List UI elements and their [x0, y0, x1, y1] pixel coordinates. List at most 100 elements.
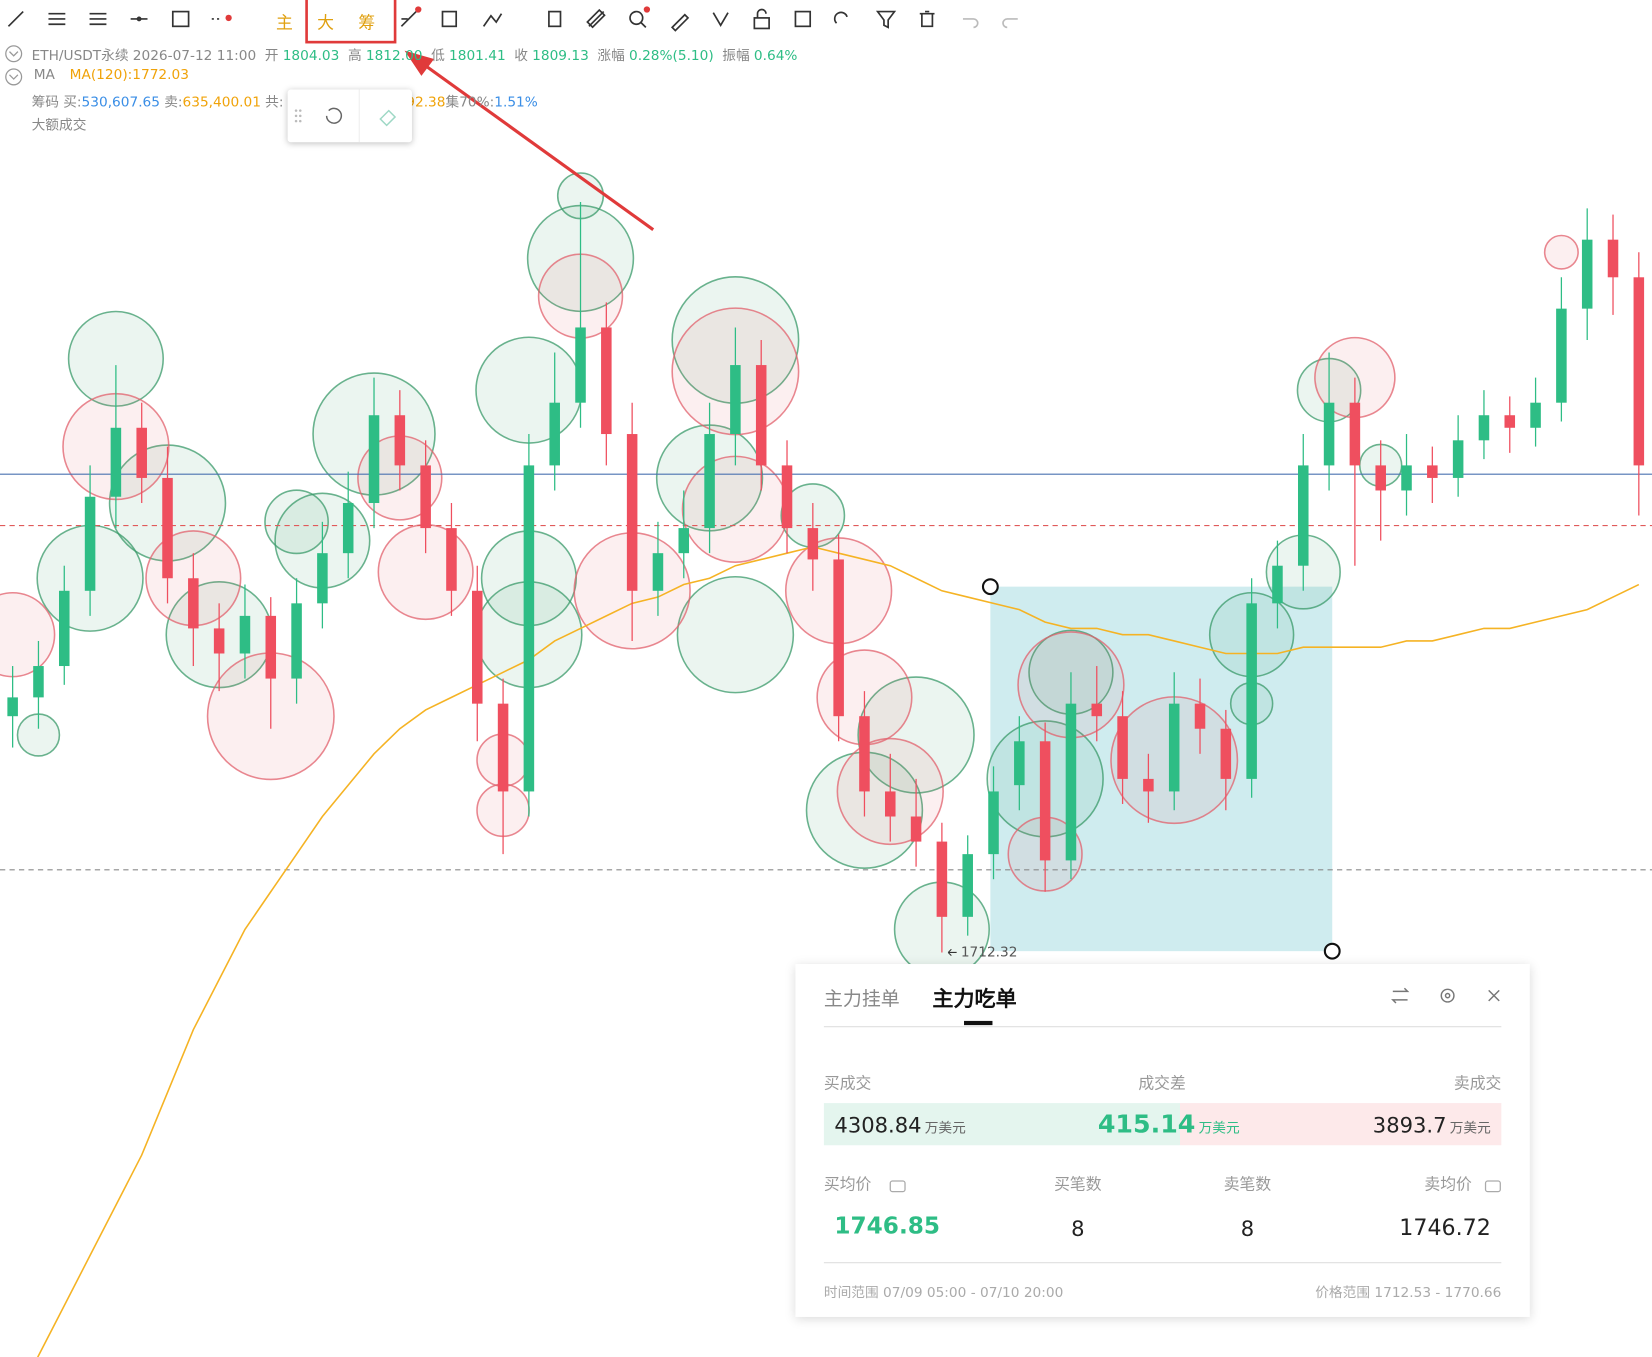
unit: 万美元 [1198, 1120, 1240, 1137]
candle-body [394, 415, 406, 466]
candle-body [678, 528, 690, 554]
toolbar-main[interactable]: 主 [276, 12, 293, 33]
value: 1.51% [494, 94, 538, 111]
trade-bubble [1543, 234, 1579, 270]
label: 卖均价 [1424, 1174, 1472, 1194]
candle-body [188, 578, 199, 629]
value: 4308.84 [834, 1112, 922, 1138]
candle-body [291, 603, 302, 679]
label: 价格范围 [1315, 1285, 1371, 1302]
trade-bubble [676, 575, 795, 694]
value: 1809.13 [532, 48, 589, 65]
trade-bubble [681, 455, 790, 563]
buy-value: 4308.84 万美元 [834, 1113, 965, 1138]
label: 振幅 [722, 48, 750, 65]
label: 低 [431, 48, 445, 65]
candle-body [1246, 603, 1257, 779]
time-range: 时间范围 07/09 05:00 - 07/10 20:00 [824, 1281, 1063, 1301]
candle-body [781, 465, 793, 529]
candle-body [575, 327, 586, 403]
candle-body [420, 465, 431, 529]
toolbar-big[interactable]: 大 [317, 12, 334, 33]
label: 时间范围 [823, 1285, 879, 1302]
main-trades-panel: 主力挂单 主力吃单 买成交 成交差 卖成交 4308.84 万美元 415.14 万… [795, 964, 1530, 1317]
ma-line [36, 546, 1640, 1357]
label: 筹码 [31, 94, 60, 111]
toolbar-chips[interactable]: 筹 [358, 12, 376, 33]
avg-buy: 1746.85 [834, 1213, 940, 1241]
chips-line: 筹码 买:530,607.65 卖:635,400.01 共: [32, 91, 284, 111]
value: 1801.41 [449, 48, 506, 65]
candle-body [1530, 402, 1541, 428]
candle-body [110, 427, 122, 497]
label: 开 [264, 48, 279, 65]
low-arrow [947, 948, 957, 956]
candle-body [471, 590, 483, 704]
collapse-icons [5, 45, 23, 86]
label: 卖: [164, 94, 183, 111]
candle-body [1375, 465, 1386, 491]
sell-value: 3893.7 万美元 [1373, 1113, 1491, 1138]
value: 1812.00 [365, 48, 423, 65]
candle-body [317, 553, 328, 604]
toolbar: 主 大 筹 [0, 0, 1652, 40]
candle-body [1014, 741, 1025, 786]
low-label: 1712.32 [961, 945, 1018, 961]
candle-body [1143, 778, 1154, 792]
divider [823, 1026, 1502, 1028]
candle-body [1065, 703, 1077, 861]
candle-body [213, 628, 225, 654]
sell-bar [1179, 1103, 1502, 1146]
candle-body [936, 841, 948, 917]
panel-icons[interactable] [1385, 980, 1511, 1012]
candle-body [859, 716, 870, 792]
candle-body [962, 854, 973, 917]
popup-icons [294, 89, 397, 143]
big-trades-line: 大额成交 [32, 114, 91, 134]
label: 买均价 [823, 1174, 872, 1194]
tag-icons [889, 1180, 1501, 1193]
candle-body [601, 327, 612, 435]
candle-body [1401, 465, 1412, 491]
candle-body [1478, 415, 1490, 441]
candle-body [7, 697, 18, 717]
candle-body [807, 528, 819, 560]
candle-body [652, 553, 664, 591]
ma-label: MA [33, 67, 55, 84]
label: 高 [347, 48, 362, 65]
buy-bar [823, 1103, 1180, 1146]
avg-sell: 1746.72 [1399, 1214, 1491, 1241]
candle-body [33, 666, 44, 698]
candle-body [755, 365, 767, 466]
candle-body [730, 365, 741, 435]
candle-body [446, 528, 457, 591]
candle-body [884, 791, 896, 817]
tab-active[interactable]: 主力吃单 [932, 986, 1017, 1012]
candle-body [1272, 565, 1283, 604]
value: 1804.03 [282, 48, 340, 65]
trade-bubble [264, 489, 329, 555]
divider [823, 1262, 1502, 1264]
value: 0.64% [753, 48, 798, 65]
label: 共: [265, 94, 284, 111]
price-range: 价格范围 1712.53 - 1770.66 [1315, 1281, 1501, 1301]
value: 0.28%(5.10) [629, 48, 714, 65]
label: 收 [514, 48, 528, 65]
tab[interactable]: 主力挂单 [823, 988, 900, 1011]
candle-body [1581, 239, 1593, 309]
box-handle [1323, 942, 1341, 960]
candle-body [523, 465, 535, 792]
candle-body [549, 402, 560, 466]
unit: 万美元 [924, 1120, 966, 1137]
value: 1712.53 - 1770.66 [1374, 1285, 1502, 1302]
sell-count: 8 [1240, 1215, 1255, 1242]
candle-body [833, 559, 844, 717]
candle-body [1168, 703, 1180, 792]
candle-body [1039, 741, 1051, 861]
value: 635,400.01 [182, 94, 261, 111]
candle-body [1323, 402, 1335, 466]
value: 3893.7 [1372, 1112, 1447, 1138]
candle-body [1452, 440, 1464, 478]
